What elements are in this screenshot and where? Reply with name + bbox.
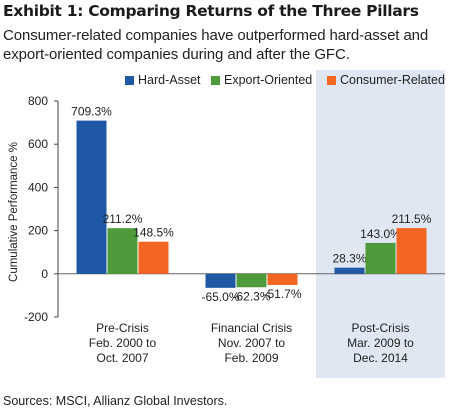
bar-export-oriented bbox=[236, 273, 267, 288]
x-category-label: Financial Crisis bbox=[211, 321, 292, 335]
y-tick-label: 400 bbox=[28, 180, 48, 194]
highlight-panel bbox=[316, 70, 445, 378]
x-category-label: Post-Crisis bbox=[351, 321, 409, 335]
bar-consumer-related bbox=[267, 273, 298, 285]
data-label: 211.5% bbox=[392, 212, 432, 226]
x-category-label: Dec. 2014 bbox=[353, 351, 408, 365]
data-label: 709.3% bbox=[71, 105, 112, 119]
legend-swatch-consumer-related bbox=[327, 76, 336, 85]
data-label: -62.3% bbox=[232, 289, 270, 303]
bar-export-oriented bbox=[107, 228, 138, 274]
y-tick-label: 800 bbox=[28, 94, 48, 108]
chart-area: Hard-Asset Export-Oriented Consumer-Relate… bbox=[0, 70, 452, 390]
bar-export-oriented bbox=[365, 242, 396, 274]
data-label: 211.2% bbox=[103, 212, 143, 226]
bar-hard-asset bbox=[205, 273, 236, 288]
x-category-label: Nov. 2007 to bbox=[218, 336, 285, 350]
bar-consumer-related bbox=[138, 241, 169, 274]
source-note: Sources: MSCI, Allianz Global Investors. bbox=[3, 394, 228, 408]
y-tick-label: 600 bbox=[28, 137, 48, 151]
x-category-label: Mar. 2009 to bbox=[347, 336, 414, 350]
data-label: -51.7% bbox=[263, 287, 301, 301]
y-tick-label: -200 bbox=[24, 310, 48, 324]
legend-label: Consumer-Related bbox=[340, 73, 445, 87]
chart-title: Exhibit 1: Comparing Returns of the Thre… bbox=[3, 2, 419, 20]
bar-hard-asset bbox=[334, 267, 365, 274]
x-category-label: Pre-Crisis bbox=[96, 321, 149, 335]
x-category-label: Oct. 2007 bbox=[96, 351, 148, 365]
data-label: -65.0% bbox=[201, 290, 239, 304]
chart-subtitle: Consumer-related companies have outperfo… bbox=[3, 27, 429, 63]
bar-consumer-related bbox=[396, 228, 427, 274]
y-axis-title: Cumulative Performance % bbox=[8, 142, 20, 282]
data-label: 28.3% bbox=[332, 252, 366, 266]
bar-chart: Hard-Asset Export-Oriented Consumer-Relate… bbox=[8, 70, 445, 378]
bar-hard-asset bbox=[76, 120, 107, 274]
legend-swatch-export-oriented bbox=[211, 76, 220, 85]
x-category-label: Feb. 2009 bbox=[224, 351, 278, 365]
legend-label: Hard-Asset bbox=[138, 73, 201, 87]
legend-label: Export-Oriented bbox=[224, 73, 312, 87]
data-label: 148.5% bbox=[133, 226, 174, 240]
legend-swatch-hard-asset bbox=[125, 76, 134, 85]
y-tick-label: 200 bbox=[28, 224, 48, 238]
data-label: 143.0% bbox=[360, 227, 401, 241]
x-category-label: Feb. 2000 to bbox=[89, 336, 157, 350]
y-tick-label: 0 bbox=[41, 267, 48, 281]
